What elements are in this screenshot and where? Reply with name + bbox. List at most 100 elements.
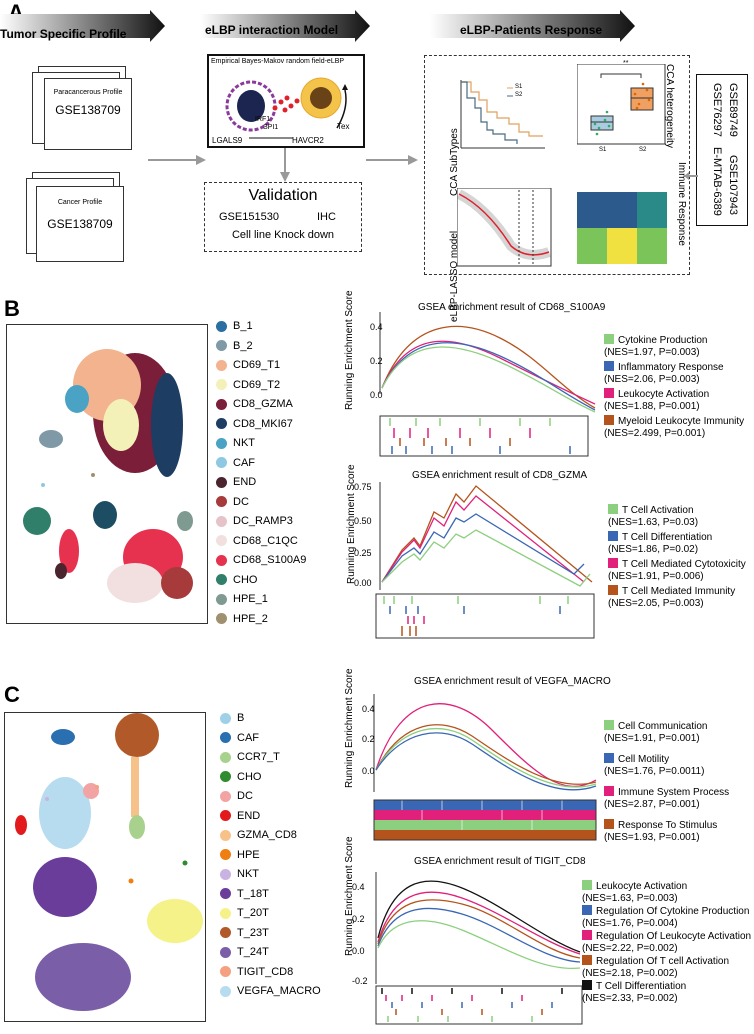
cluster-legend-label: CCR7_T [237, 751, 280, 763]
cluster-legend-item: END [220, 810, 260, 822]
cluster-legend-label: T_18T [237, 887, 269, 900]
cluster-color-dot [220, 907, 231, 919]
gsea-legend-item: T Cell Activation (NES=1.63, P=0.03) [608, 504, 746, 529]
panel-c-umap [4, 712, 206, 1022]
panel-a-arrows [0, 10, 635, 42]
umap-c-caf [51, 729, 75, 745]
cluster-color-dot [216, 613, 227, 624]
cluster-legend-label: CD8_GZMA [233, 398, 293, 410]
doc2-id: GSE138709 [47, 217, 113, 231]
cluster-color-dot [220, 868, 231, 880]
km-survival-plot [460, 80, 545, 149]
gsea-legend-item: T Cell Mediated Cytotoxicity (NES=1.91, P… [608, 558, 746, 583]
gsea-c1-ylabel: Running Enrichment Score [344, 668, 355, 788]
umap-b-nkt [65, 385, 89, 413]
boxplot-significance: ** [623, 60, 629, 67]
gsea-legend-label: T Cell Activation [622, 505, 694, 516]
gsea-c1-ytick-0: 0.4 [362, 704, 375, 714]
dataset-1: GSE89749 [727, 83, 739, 137]
umap-b-end [55, 563, 67, 579]
gsea-legend-label: Inflammatory Response [618, 362, 724, 373]
cluster-legend-item: CD69_T2 [216, 379, 280, 391]
cluster-color-dot [220, 985, 231, 997]
cluster-legend-label: DC_RAMP3 [233, 515, 293, 527]
cluster-color-dot [216, 476, 227, 488]
umap-c-vegfa [39, 777, 91, 849]
datasets-box: GSE89749 GSE107943 GSE76297 E-MTAB-6389 [696, 74, 748, 226]
receptor-label: HAVCR2 [292, 136, 324, 145]
cluster-color-dot [216, 457, 227, 468]
dataset-2: GSE107943 [727, 155, 739, 215]
gsea-c2-title: GSEA enrichment result of TIGIT_CD8 [414, 856, 586, 867]
cluster-color-dot [216, 437, 227, 449]
validation-knockdown: Cell line Knock down [231, 229, 335, 241]
cluster-color-dot [220, 771, 231, 782]
lasso-curve [458, 193, 550, 256]
gsea-legend-swatch [582, 930, 592, 940]
cluster-legend-label: CHO [233, 573, 258, 586]
gsea-legend-item: Cytokine Production (NES=1.97, P=0.003) [604, 334, 744, 359]
gsea-b1-ytick-0: 0.4 [370, 322, 383, 332]
cluster-color-dot [216, 340, 227, 351]
cluster-legend-label: VEGFA_MACRO [237, 985, 321, 997]
cluster-color-dot [220, 829, 231, 841]
umap-b-cd8mki67 [151, 373, 183, 477]
gsea-b1-ytick-2: 0.0 [370, 390, 383, 400]
cluster-legend-label: DC [233, 495, 249, 508]
arrow-1-shape [0, 10, 165, 42]
km-s1-legend: S1 [515, 84, 523, 90]
s2-box [630, 87, 654, 111]
gsea-legend-label: Myeloid Leukocyte Immunity [618, 416, 745, 427]
cluster-color-dot [216, 554, 227, 566]
cluster-legend-item: CAF [216, 457, 255, 469]
gsea-b2-ytick-0: 0.75 [354, 482, 372, 492]
panel-c-umap-svg [15, 713, 203, 1011]
cluster-legend-item: B_1 [216, 320, 253, 332]
s1-box [590, 115, 614, 131]
spi1-label: SPI1 [263, 124, 279, 131]
arrow-3-shape [430, 10, 635, 42]
km-s2-curve [461, 81, 518, 144]
panel-c-label: C [4, 682, 20, 707]
model-title: Empirical Bayes-Makov random field-eLBP [211, 58, 345, 65]
cluster-legend-item: NKT [216, 437, 255, 449]
cluster-legend-label: T_24T [237, 946, 269, 958]
gsea-legend-label: Leukocyte Activation [618, 389, 710, 400]
gsea-c2-ytick-2: 0.0 [352, 946, 365, 956]
gsea-legend-stat: (NES=1.93, P=0.001) [604, 832, 700, 843]
gsea-legend-stat: (NES=2.87, P=0.001) [604, 799, 700, 810]
gsea-legend-stat: (NES=1.91, P=0.001) [604, 733, 700, 744]
doc1-id: GSE138709 [55, 103, 121, 117]
cluster-color-dot [220, 712, 231, 724]
boxplot-s1-label: S1 [599, 147, 607, 153]
cluster-legend-label: B [237, 712, 245, 724]
gsea-legend-swatch [582, 880, 592, 890]
umap-b-dcramp3 [161, 567, 193, 599]
gsea-legend-swatch [608, 504, 618, 514]
cluster-color-dot [220, 732, 231, 743]
cluster-legend-label: END [237, 809, 261, 822]
gsea-legend-swatch [604, 819, 614, 829]
cluster-legend-item: VEGFA_MACRO [220, 985, 321, 997]
km-s2-legend: S2 [515, 92, 523, 98]
arrow-2-label: eLBP interaction Model [205, 23, 339, 37]
cluster-legend-item: T_20T [220, 907, 269, 919]
subtype-boxplot [577, 64, 666, 145]
umap-c-end [15, 815, 27, 835]
cluster-legend-item: HPE_1 [216, 593, 268, 605]
gsea-legend-label: Cell Motility [618, 754, 670, 765]
cluster-color-dot [220, 888, 231, 899]
gsea-b1-legend: Cytokine Production (NES=1.97, P=0.003) In… [604, 334, 744, 442]
validation-gse: GSE151530 [219, 211, 279, 223]
km-s1-curve [461, 81, 543, 137]
gsea-legend-item: Inflammatory Response (NES=2.06, P=0.003) [604, 361, 744, 386]
arrow-3-label: eLBP-Patients Response [460, 23, 603, 37]
gsea-b2-ytick-2: 0.25 [354, 548, 372, 558]
gsea-legend-item: Leukocyte Activation (NES=1.63, P=0.003) [582, 880, 751, 905]
panel-b-umap-svg [23, 349, 193, 603]
gsea-legend-label: Regulation Of Cytokine Production [596, 906, 750, 917]
umap-b-b1 [93, 501, 117, 529]
gsea-legend-stat: (NES=2.499, P=0.001) [604, 428, 706, 439]
cluster-legend-item: CD8_GZMA [216, 398, 293, 410]
umap-b-b2 [39, 430, 63, 448]
